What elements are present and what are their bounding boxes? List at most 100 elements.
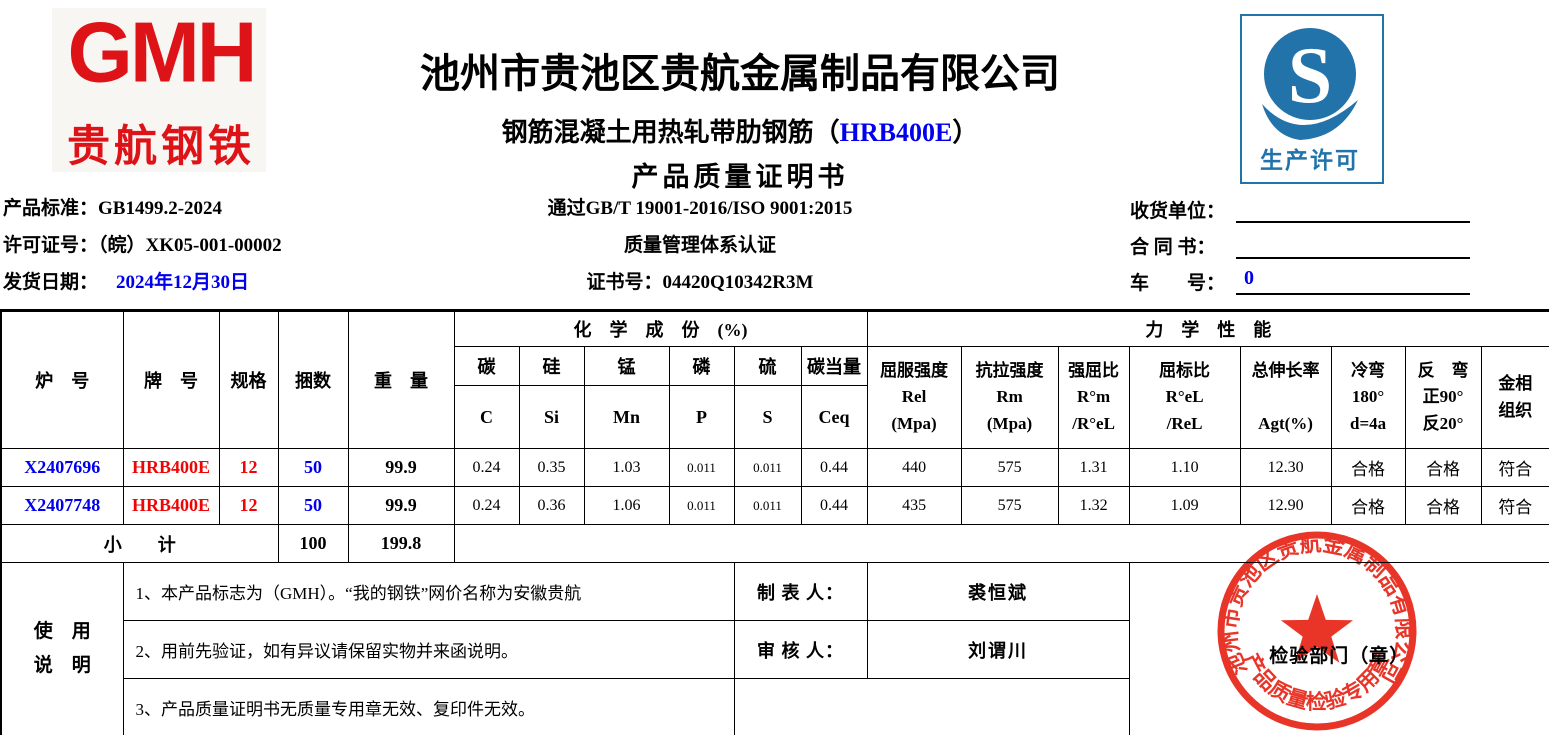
cell-yield-ratio: 1.09 bbox=[1128, 486, 1241, 525]
preparer-label: 制 表 人： bbox=[733, 562, 868, 621]
qms-line: 质量管理体系认证 bbox=[623, 235, 776, 256]
product-subtitle: 钢筋混凝土用热轧带肋钢筋（HRB400E） bbox=[400, 112, 1080, 149]
chem-symbol-si: Si bbox=[518, 385, 585, 449]
chem-symbol-ceq: Ceq bbox=[800, 385, 868, 449]
mech-group-header: 力 学 性 能 bbox=[866, 310, 1549, 347]
inspection-stamp: 池州市贵池区贵航金属制品有限公司 产品质量检验专用章 bbox=[1217, 530, 1417, 731]
cell-p: 0.011 bbox=[668, 486, 735, 525]
col-header-grade: 牌 号 bbox=[122, 310, 220, 449]
right-fields-block: 收货单位： 合 同 书： 车 号： 0 bbox=[1130, 196, 1470, 304]
vehicle-value: 0 bbox=[1244, 267, 1254, 289]
qs-production-license-logo: S 生产许可 bbox=[1240, 14, 1384, 184]
cell-mn: 1.03 bbox=[583, 448, 670, 487]
mech-header-cold-bend: 冷弯 180° d=4a bbox=[1330, 346, 1406, 449]
cell-mn: 1.06 bbox=[583, 486, 670, 525]
col-header-weight: 重 量 bbox=[347, 310, 455, 449]
contract-label: 合 同 书： bbox=[1130, 237, 1216, 258]
cell-weight: 99.9 bbox=[347, 486, 455, 525]
license-no-label: 许可证号： bbox=[3, 235, 99, 256]
qs-letter: S bbox=[1288, 32, 1333, 120]
doc-title: 产品质量证明书 bbox=[631, 162, 849, 192]
cell-yield-ratio: 1.10 bbox=[1128, 448, 1241, 487]
product-standard-line: 产品标准：GB1499.2-2024 bbox=[3, 196, 282, 233]
table-row: X2407748 HRB400E 12 50 99.9 0.24 0.36 1.… bbox=[0, 486, 1549, 525]
logo-company-short-name: 贵航钢铁 bbox=[67, 124, 255, 171]
preparer-name: 裘恒斌 bbox=[866, 562, 1130, 621]
chem-symbol-mn: Mn bbox=[583, 385, 670, 449]
gmh-logo-text: GMH bbox=[67, 4, 258, 100]
cell-yield: 440 bbox=[866, 448, 962, 487]
cert-no-line: 证书号：04420Q10342R3M bbox=[586, 272, 814, 293]
cell-bundles: 50 bbox=[277, 448, 349, 487]
cell-s: 0.011 bbox=[733, 448, 802, 487]
cell-spec: 12 bbox=[218, 486, 279, 525]
cell-tensile: 575 bbox=[960, 486, 1059, 525]
cell-si: 0.35 bbox=[518, 448, 585, 487]
chem-group-header: 化 学 成 份 (%) bbox=[453, 310, 868, 347]
chem-symbol-s: S bbox=[733, 385, 802, 449]
consignee-label: 收货单位： bbox=[1130, 201, 1226, 222]
product-subtitle-suffix: ） bbox=[952, 118, 979, 147]
cell-si: 0.36 bbox=[518, 486, 585, 525]
contract-field[interactable] bbox=[1236, 231, 1470, 259]
cell-cold-bend: 合格 bbox=[1330, 486, 1406, 525]
reviewer-name: 刘谓川 bbox=[866, 620, 1130, 679]
company-title: 池州市贵池区贵航金属制品有限公司 bbox=[420, 51, 1060, 96]
subtotal-empty-cell bbox=[453, 524, 1549, 563]
mech-header-metallographic: 金相 组织 bbox=[1480, 346, 1549, 449]
grade-highlight: HRB400E bbox=[839, 118, 953, 147]
cell-p: 0.011 bbox=[668, 448, 735, 487]
footer-row-2: 2、用前先验证，如有异议请保留实物并来函说明。 审 核 人： 刘谓川 bbox=[1, 620, 1549, 679]
col-header-furnace-no: 炉 号 bbox=[0, 310, 124, 449]
reviewer-label: 审 核 人： bbox=[733, 620, 868, 679]
cell-furnace-no: X2407696 bbox=[0, 448, 124, 487]
header-center: 池州市贵池区贵航金属制品有限公司 钢筋混凝土用热轧带肋钢筋（HRB400E） 产… bbox=[400, 50, 1080, 194]
chem-symbol-c: C bbox=[453, 385, 520, 449]
stamp-ring bbox=[1217, 531, 1417, 731]
cell-yield: 435 bbox=[866, 486, 962, 525]
cell-s: 0.011 bbox=[733, 486, 802, 525]
cell-strength-ratio: 1.32 bbox=[1057, 486, 1130, 525]
cell-reverse-bend: 合格 bbox=[1404, 486, 1482, 525]
chem-name-c: 碳 bbox=[453, 346, 520, 386]
svg-text:产品质量检验专用章: 产品质量检验专用章 bbox=[1239, 649, 1395, 714]
product-standard-label: 产品标准： bbox=[3, 198, 99, 219]
mech-header-strength-ratio: 强屈比 R°m/R°eL bbox=[1057, 346, 1130, 449]
left-info-block: 产品标准：GB1499.2-2024 许可证号：（皖）XK05-001-0000… bbox=[3, 196, 282, 307]
note-2: 2、用前先验证，如有异议请保留实物并来函说明。 bbox=[122, 620, 735, 679]
contract-row: 合 同 书： bbox=[1130, 232, 1470, 259]
subtotal-row: 小 计 100 199.8 bbox=[0, 524, 1549, 563]
consignee-field[interactable] bbox=[1236, 195, 1470, 223]
table-row: X2407696 HRB400E 12 50 99.9 0.24 0.35 1.… bbox=[0, 448, 1549, 487]
cell-ceq: 0.44 bbox=[800, 486, 868, 525]
stamp-bottom-text: 产品质量检验专用章 bbox=[1239, 649, 1395, 714]
contract-value bbox=[1236, 231, 1244, 253]
star-icon bbox=[1280, 594, 1354, 663]
vehicle-label: 车 号： bbox=[1130, 273, 1226, 294]
cell-strength-ratio: 1.31 bbox=[1057, 448, 1130, 487]
note-3: 3、产品质量证明书无质量专用章无效、复印件无效。 bbox=[122, 678, 735, 735]
cell-tensile: 575 bbox=[960, 448, 1059, 487]
col-header-spec: 规格 bbox=[218, 310, 279, 449]
inspection-stamp-cell: 检验部门（章） bbox=[1128, 562, 1549, 735]
cell-spec: 12 bbox=[218, 448, 279, 487]
cell-grade: HRB400E bbox=[122, 486, 220, 525]
cell-c: 0.24 bbox=[453, 448, 520, 487]
cell-elongation: 12.30 bbox=[1239, 448, 1332, 487]
mech-header-elongation: 总伸长率 Agt(%) bbox=[1239, 346, 1332, 449]
chem-name-s: 硫 bbox=[733, 346, 802, 386]
cell-grade: HRB400E bbox=[122, 448, 220, 487]
quality-table: 炉 号 牌 号 规格 捆数 重 量 化 学 成 份 (%) 力 学 性 能 碳 … bbox=[0, 309, 1549, 735]
vehicle-field[interactable]: 0 bbox=[1236, 267, 1470, 295]
chem-name-ceq: 碳当量 bbox=[800, 346, 868, 386]
cell-weight: 99.9 bbox=[347, 448, 455, 487]
mech-header-tensile: 抗拉强度 Rm (Mpa) bbox=[960, 346, 1059, 449]
mech-header-yield-ratio: 屈标比 R°eL/ReL bbox=[1128, 346, 1241, 449]
chem-symbol-p: P bbox=[668, 385, 735, 449]
center-info-block: 通过GB/T 19001-2016/ISO 9001:2015 质量管理体系认证… bbox=[450, 196, 950, 307]
cell-furnace-no: X2407748 bbox=[0, 486, 124, 525]
col-header-bundles: 捆数 bbox=[277, 310, 349, 449]
footer-row-3: 3、产品质量证明书无质量专用章无效、复印件无效。 bbox=[1, 678, 1549, 735]
ship-date-label: 发货日期： bbox=[3, 272, 99, 293]
